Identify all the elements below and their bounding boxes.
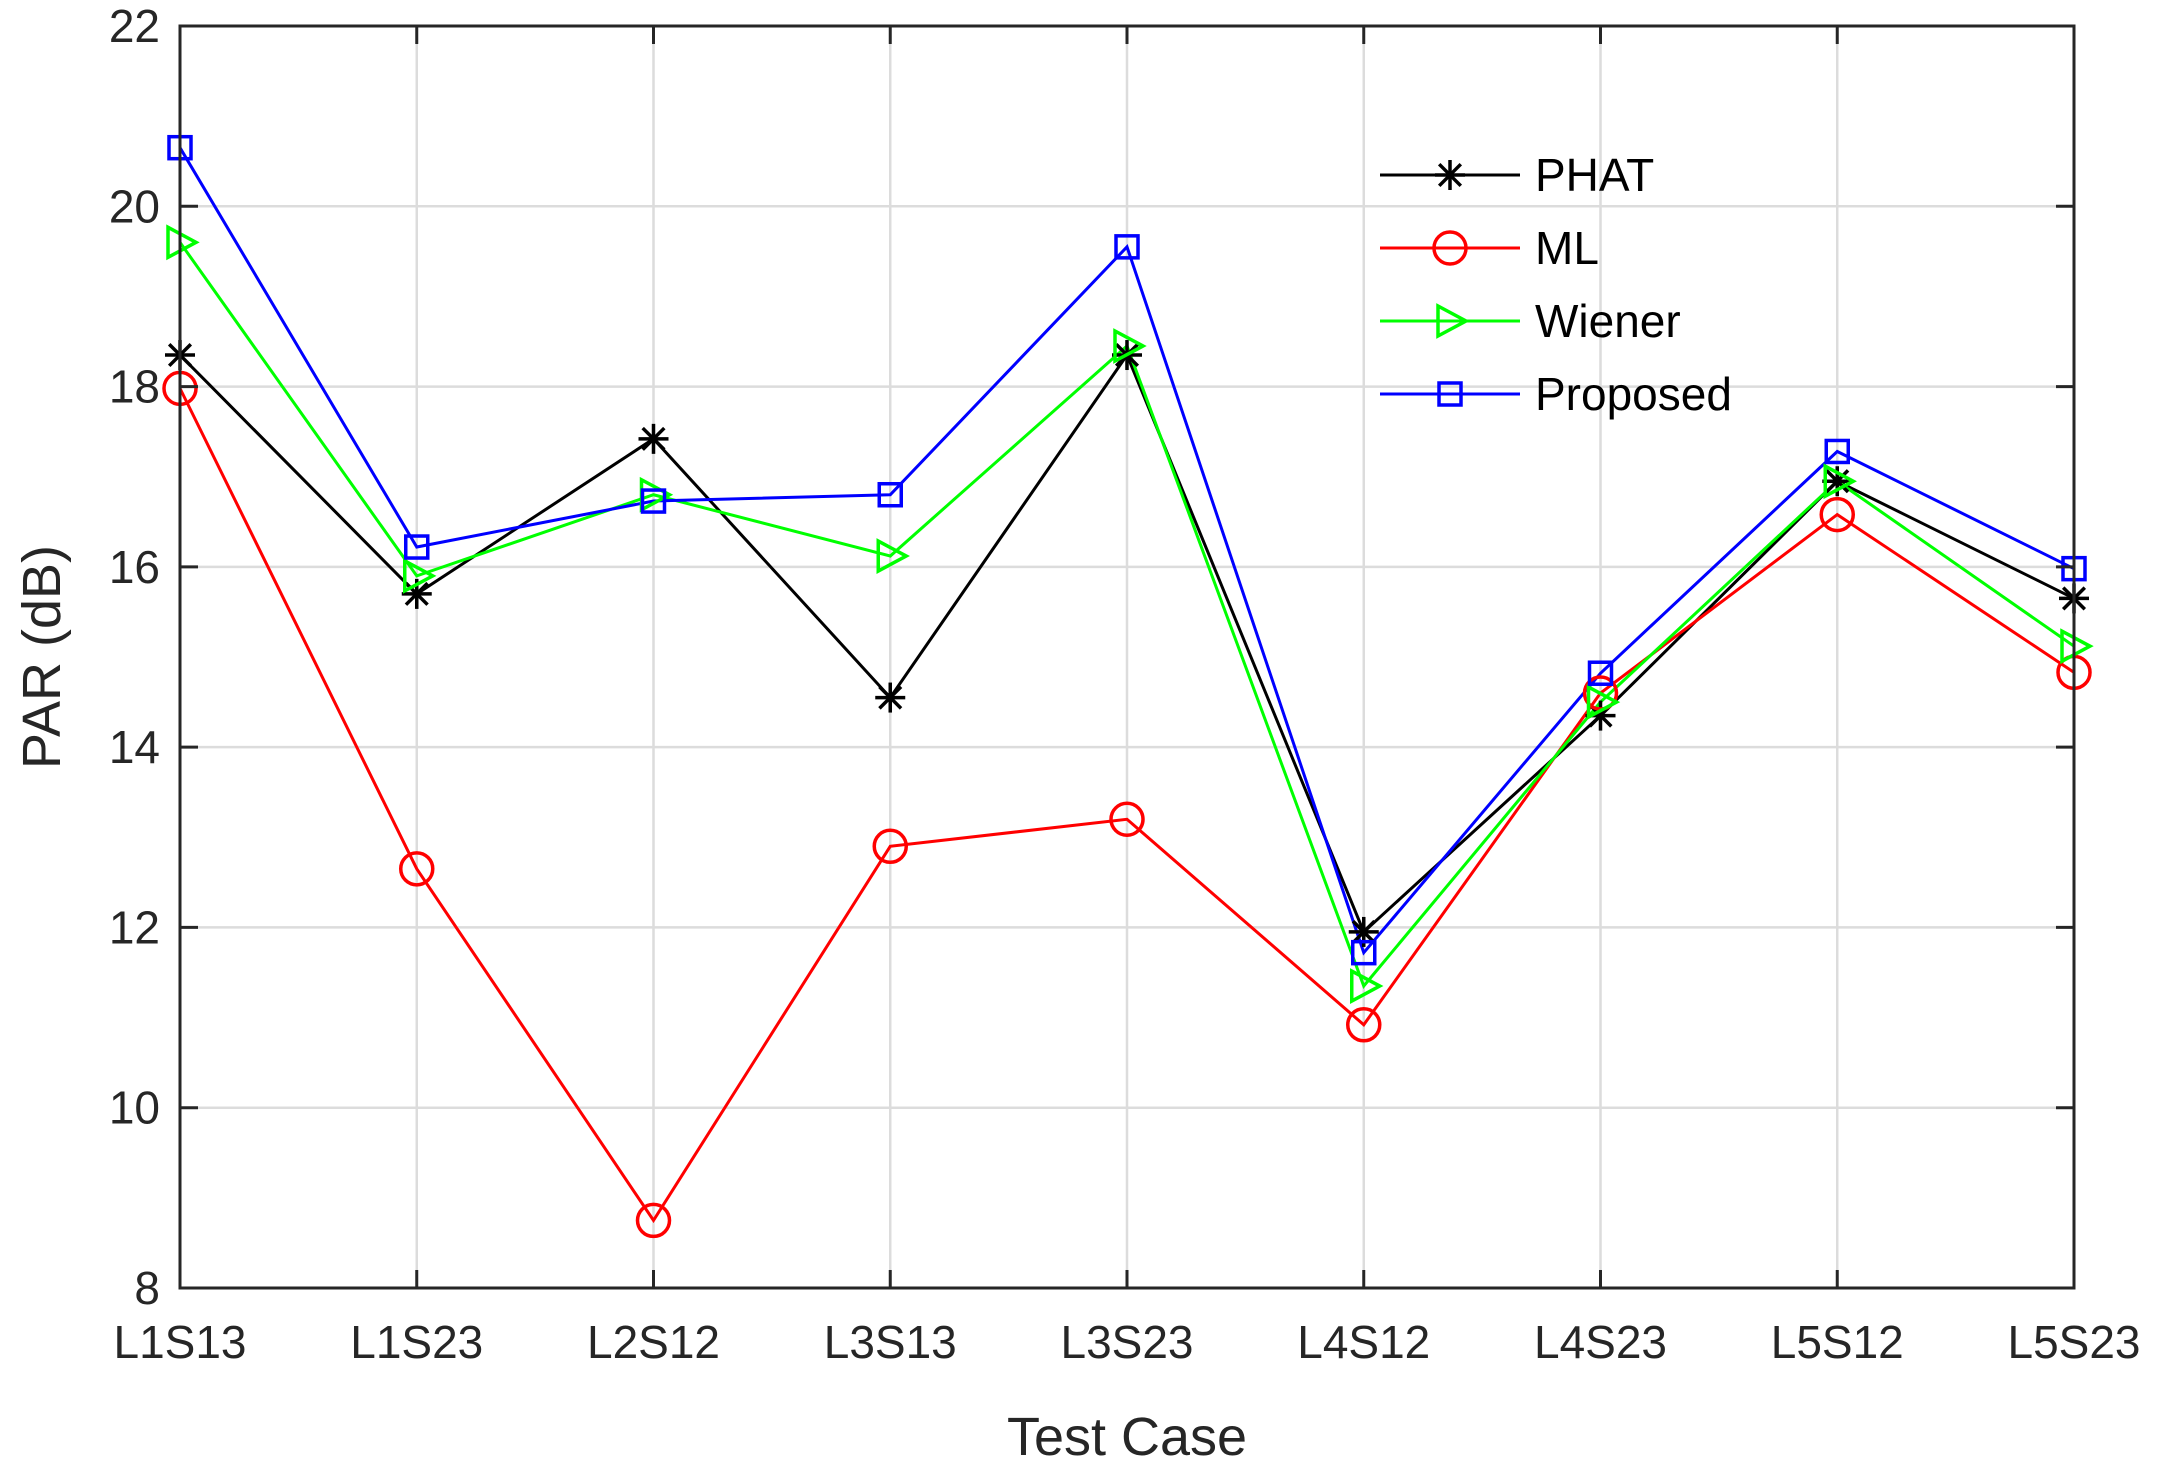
data-point-proposed — [404, 534, 430, 560]
legend-item-phat: PHAT — [1380, 149, 1654, 201]
legend-marker-phat — [1435, 160, 1465, 190]
legend-label-proposed: Proposed — [1535, 368, 1732, 420]
legend-label-ml: ML — [1535, 222, 1599, 274]
legend-label-wiener: Wiener — [1535, 295, 1681, 347]
legend-marker-proposed — [1437, 381, 1463, 407]
legend-label-phat: PHAT — [1535, 149, 1654, 201]
y-tick-label: 16 — [109, 541, 160, 593]
data-point-ml — [399, 851, 435, 887]
series-line-ml — [178, 387, 2075, 1224]
data-point-ml — [1109, 801, 1145, 838]
legend-marker-wiener — [1436, 303, 1470, 339]
x-tick-label: L1S13 — [113, 1316, 246, 1368]
data-point-proposed — [1587, 660, 1614, 686]
data-point-ml — [1819, 496, 1855, 533]
data-point-wiener — [1350, 968, 1384, 1004]
x-tick-label: L4S12 — [1297, 1316, 1430, 1368]
legend-item-proposed: Proposed — [1380, 368, 1732, 420]
data-point-ml — [872, 828, 908, 865]
data-point-ml — [635, 1202, 672, 1239]
series-line-proposed — [178, 146, 2075, 956]
x-tick-label: L4S23 — [1534, 1316, 1667, 1368]
data-point-proposed — [877, 481, 903, 508]
x-tick-label: L3S23 — [1060, 1316, 1193, 1368]
axis-ticks — [178, 24, 2076, 1290]
y-tick-label: 18 — [109, 361, 160, 413]
data-point-wiener — [1586, 684, 1621, 720]
data-point-proposed — [1351, 939, 1377, 966]
legend-marker-ml — [1432, 230, 1468, 266]
x-tick-label: L5S23 — [2007, 1316, 2140, 1368]
data-point-wiener — [1823, 463, 1857, 500]
data-point-wiener — [403, 557, 437, 594]
data-point-wiener — [166, 224, 200, 261]
y-tick-label: 22 — [109, 0, 160, 52]
grid — [178, 24, 2076, 1290]
legend: PHAT ML Wiener Proposed — [1380, 149, 1732, 420]
data-point-proposed — [1114, 234, 1140, 260]
x-tick-label: L1S23 — [350, 1316, 483, 1368]
x-tick-labels: L1S13 L1S23 L2S12 L3S13 L3S23 L4S12 L4S23 L5S12… — [113, 1316, 2140, 1368]
y-tick-label: 8 — [134, 1262, 160, 1314]
data-point-wiener — [876, 538, 910, 574]
y-tick-labels: 8 10 12 14 16 18 20 22 — [109, 0, 160, 1314]
legend-item-wiener: Wiener — [1380, 295, 1681, 347]
data-point-proposed — [1824, 438, 1850, 465]
data-point-proposed — [640, 488, 667, 514]
legend-item-ml: ML — [1380, 222, 1599, 274]
data-point-phat — [1822, 466, 1853, 497]
data-point-phat — [875, 682, 906, 713]
y-tick-label: 14 — [109, 721, 160, 773]
y-tick-label: 20 — [109, 180, 160, 232]
data-point-wiener — [2060, 628, 2094, 665]
data-point-wiener — [1113, 328, 1147, 364]
data-point-ml — [1346, 1007, 1382, 1043]
x-axis-label: Test Case — [1007, 1407, 1247, 1467]
x-tick-label: L3S13 — [824, 1316, 957, 1368]
data-point-phat — [638, 423, 669, 454]
y-tick-label: 12 — [109, 901, 160, 953]
x-tick-label: L2S12 — [587, 1316, 720, 1368]
y-axis-label: PAR (dB) — [12, 545, 72, 769]
x-tick-label: L5S12 — [1771, 1316, 1904, 1368]
y-tick-label: 10 — [109, 1082, 160, 1134]
